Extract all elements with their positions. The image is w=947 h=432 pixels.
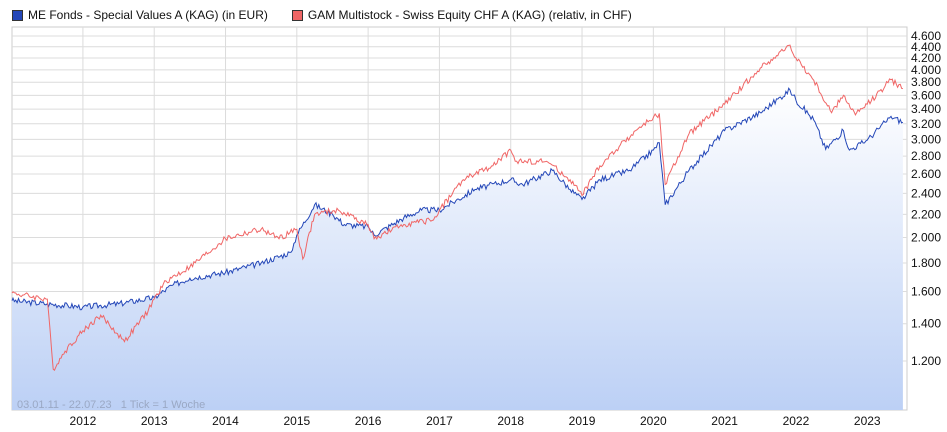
y-tick-label: 2.200 [911, 207, 941, 221]
y-tick-label: 4.200 [911, 51, 941, 65]
y-tick-label: 2.600 [911, 167, 941, 181]
y-tick-label: 3.000 [911, 132, 941, 146]
series-line-0 [11, 87, 904, 311]
y-tick-label: 1.800 [911, 256, 941, 270]
x-tick-label: 2014 [212, 414, 239, 428]
legend-swatch-blue [12, 9, 23, 21]
y-tick-label: 3.200 [911, 117, 941, 131]
x-tick-label: 2016 [355, 414, 382, 428]
x-tick-label: 2012 [70, 414, 97, 428]
x-tick-label: 2017 [426, 414, 453, 428]
legend-label: ME Fonds - Special Values A (KAG) (in EU… [28, 8, 268, 22]
series-line-1 [11, 44, 904, 371]
x-tick-label: 2022 [783, 414, 810, 428]
x-tick-label: 2013 [141, 414, 168, 428]
series-area-fill [12, 88, 903, 411]
x-tick-label: 2018 [497, 414, 524, 428]
y-tick-label: 4.000 [911, 63, 941, 77]
legend-label: GAM Multistock - Swiss Equity CHF A (KAG… [307, 8, 632, 22]
y-tick-label: 2.800 [911, 149, 941, 163]
legend-item-gam[interactable]: GAM Multistock - Swiss Equity CHF A (KAG… [291, 8, 632, 22]
y-tick-label: 3.400 [911, 102, 941, 116]
y-tick-label: 4.400 [911, 40, 941, 54]
legend-item-me-fonds[interactable]: ME Fonds - Special Values A (KAG) (in EU… [12, 8, 268, 22]
x-tick-label: 2020 [640, 414, 667, 428]
date-range-annotation: 03.01.11 - 22.07.23 1 Tick = 1 Woche [17, 399, 205, 411]
y-tick-label: 1.200 [911, 354, 941, 368]
x-tick-label: 2019 [569, 414, 596, 428]
y-tick-label: 4.600 [911, 29, 941, 43]
x-tick-label: 2023 [854, 414, 881, 428]
y-tick-label: 3.800 [911, 75, 941, 89]
y-tick-label: 1.600 [911, 284, 941, 298]
y-tick-label: 2.000 [911, 230, 941, 244]
y-tick-label: 3.600 [911, 88, 941, 102]
x-tick-label: 2021 [711, 414, 738, 428]
y-tick-label: 1.400 [911, 317, 941, 331]
legend: ME Fonds - Special Values A (KAG) (in EU… [12, 8, 632, 22]
legend-swatch-red [291, 9, 303, 21]
y-tick-label: 2.400 [911, 186, 941, 200]
x-tick-label: 2015 [283, 414, 310, 428]
